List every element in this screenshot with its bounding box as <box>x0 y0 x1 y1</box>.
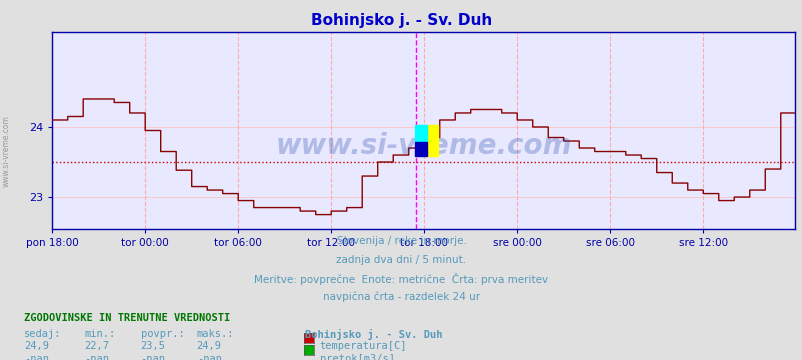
Text: ZGODOVINSKE IN TRENUTNE VREDNOSTI: ZGODOVINSKE IN TRENUTNE VREDNOSTI <box>24 313 230 323</box>
Text: maks.:: maks.: <box>196 329 234 339</box>
Text: Meritve: povprečne  Enote: metrične  Črta: prva meritev: Meritve: povprečne Enote: metrične Črta:… <box>254 273 548 285</box>
Text: Bohinjsko j. - Sv. Duh: Bohinjsko j. - Sv. Duh <box>305 329 442 341</box>
Bar <box>427 125 438 157</box>
Text: -nan: -nan <box>84 354 109 360</box>
Text: temperatura[C]: temperatura[C] <box>319 341 407 351</box>
Text: Slovenija / reke in morje.: Slovenija / reke in morje. <box>336 236 466 246</box>
Text: povpr.:: povpr.: <box>140 329 184 339</box>
Text: pretok[m3/s]: pretok[m3/s] <box>319 354 394 360</box>
Polygon shape <box>415 142 427 157</box>
Text: 24,9: 24,9 <box>24 341 49 351</box>
Text: -nan: -nan <box>24 354 49 360</box>
Text: -nan: -nan <box>140 354 165 360</box>
Text: www.si-vreme.com: www.si-vreme.com <box>275 132 571 160</box>
Text: navpična črta - razdelek 24 ur: navpična črta - razdelek 24 ur <box>322 292 480 302</box>
Text: Bohinjsko j. - Sv. Duh: Bohinjsko j. - Sv. Duh <box>310 13 492 28</box>
Text: min.:: min.: <box>84 329 115 339</box>
Text: 22,7: 22,7 <box>84 341 109 351</box>
Text: zadnja dva dni / 5 minut.: zadnja dva dni / 5 minut. <box>336 255 466 265</box>
Text: -nan: -nan <box>196 354 221 360</box>
Bar <box>415 125 427 142</box>
Text: 24,9: 24,9 <box>196 341 221 351</box>
Text: www.si-vreme.com: www.si-vreme.com <box>2 115 11 187</box>
Text: 23,5: 23,5 <box>140 341 165 351</box>
Text: sedaj:: sedaj: <box>24 329 62 339</box>
